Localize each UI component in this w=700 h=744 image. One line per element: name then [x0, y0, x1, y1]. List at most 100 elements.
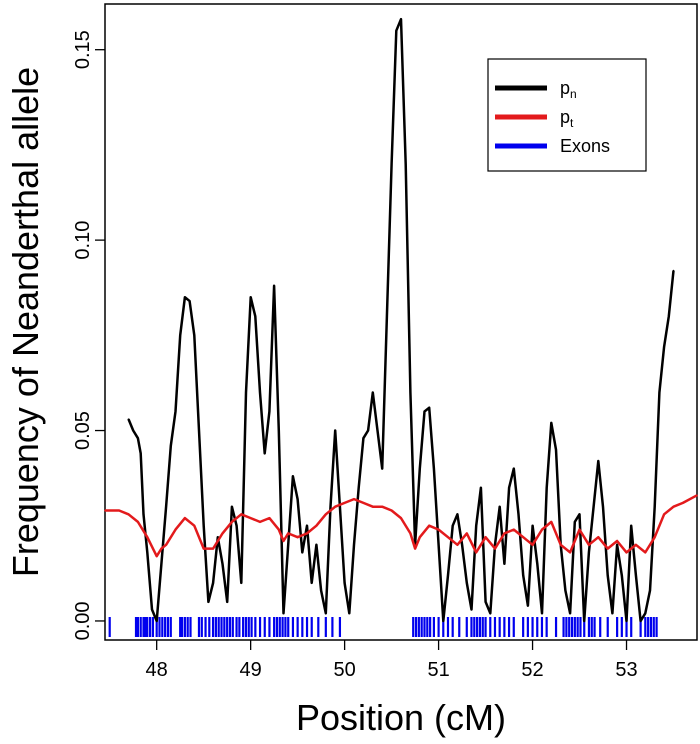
- y-tick-label: 0.15: [72, 30, 94, 69]
- data-point-pn: [357, 486, 360, 489]
- data-point-pn: [301, 551, 304, 554]
- data-point-pn: [564, 589, 567, 592]
- data-point-pt: [465, 532, 468, 535]
- data-point-pt: [259, 521, 261, 523]
- series-lines: [104, 17, 698, 623]
- data-point-pt: [428, 524, 430, 527]
- data-point-pt: [484, 536, 487, 538]
- data-point-pn: [381, 467, 384, 470]
- data-point-pn: [362, 437, 365, 439]
- data-point-pn: [569, 612, 571, 615]
- data-point-pn: [498, 505, 501, 508]
- data-point-pt: [559, 543, 562, 546]
- legend: pn pt Exons: [487, 58, 647, 172]
- data-point-pt: [400, 517, 402, 519]
- data-point-pn: [329, 505, 332, 508]
- data-point-pn: [240, 582, 243, 584]
- data-point-pn: [245, 391, 247, 394]
- data-point-pn: [207, 601, 210, 603]
- data-point-pt: [447, 536, 449, 538]
- data-point-pn: [583, 620, 586, 622]
- data-point-pt: [682, 502, 684, 504]
- data-point-pn: [409, 391, 412, 394]
- data-point-pt: [325, 513, 327, 516]
- data-point-pt: [268, 517, 271, 519]
- data-point-pn: [334, 429, 337, 432]
- data-point-pt: [644, 551, 647, 554]
- data-point-pn: [531, 524, 534, 527]
- data-point-pn: [461, 543, 463, 546]
- data-point-pn: [390, 163, 393, 165]
- data-point-pt: [475, 551, 477, 554]
- plot-frame: [104, 3, 698, 641]
- data-point-pn: [292, 475, 294, 478]
- data-point-pn: [404, 163, 407, 165]
- data-point-pt: [343, 502, 346, 504]
- data-point-pt: [503, 532, 506, 535]
- data-point-pn: [649, 589, 651, 592]
- data-point-pn: [169, 444, 172, 447]
- data-point-pn: [320, 589, 322, 592]
- data-point-pn: [578, 513, 581, 516]
- data-point-pn: [174, 410, 177, 413]
- data-point-pn: [658, 391, 661, 394]
- data-point-pt: [127, 513, 130, 516]
- data-point-pn: [273, 285, 275, 287]
- data-point-pn: [668, 315, 670, 318]
- data-point-pn: [155, 620, 158, 622]
- data-point-pn: [212, 582, 214, 584]
- data-point-pn: [418, 467, 421, 470]
- data-point-pn: [653, 505, 656, 508]
- data-point-pn: [296, 498, 299, 500]
- x-axis: 48 49 50 51 52 53: [146, 640, 638, 681]
- data-point-pt: [390, 509, 393, 512]
- data-point-pn: [282, 612, 285, 615]
- data-point-pn: [235, 524, 238, 527]
- data-point-pn: [611, 612, 614, 615]
- series-line-pt: [105, 494, 698, 558]
- data-point-pn: [639, 620, 642, 622]
- data-point-pt: [494, 547, 496, 550]
- data-point-pn: [259, 391, 261, 394]
- data-point-pn: [621, 574, 623, 577]
- data-point-pt: [372, 505, 374, 508]
- data-point-pn: [139, 452, 142, 455]
- data-point-pn: [263, 452, 266, 455]
- data-point-pt: [165, 543, 167, 546]
- data-point-pn: [428, 406, 430, 409]
- data-point-pn: [287, 543, 290, 546]
- data-point-pn: [484, 601, 487, 603]
- data-point-pt: [296, 536, 299, 538]
- data-point-pn: [508, 486, 510, 489]
- y-axis: 0.00 0.05 0.10 0.15: [72, 30, 105, 640]
- data-point-pt: [696, 494, 698, 497]
- data-point-pt: [137, 521, 139, 523]
- data-point-pt: [282, 540, 285, 542]
- data-point-pt: [512, 528, 515, 531]
- data-point-pn: [494, 543, 496, 546]
- data-point-pn: [597, 460, 600, 462]
- data-point-pt: [663, 513, 665, 516]
- data-point-pn: [517, 513, 520, 516]
- data-point-pt: [160, 547, 163, 550]
- legend-label-exons: Exons: [560, 136, 610, 156]
- data-point-pt: [212, 547, 214, 550]
- data-point-pn: [602, 505, 604, 508]
- data-point-pn: [442, 620, 445, 622]
- data-point-pn: [480, 486, 482, 489]
- data-point-pt: [381, 505, 384, 508]
- data-point-pn: [184, 296, 186, 299]
- data-point-pn: [310, 582, 313, 584]
- data-point-pt: [550, 521, 553, 523]
- data-point-pt: [118, 509, 120, 512]
- data-point-pn: [588, 551, 590, 554]
- data-point-pn: [376, 429, 379, 432]
- data-point-pt: [184, 517, 186, 519]
- data-point-pn: [536, 563, 539, 565]
- y-tick-label: 0.00: [72, 601, 94, 640]
- data-point-pn: [456, 513, 459, 516]
- data-point-pt: [287, 532, 290, 535]
- data-point-pn: [592, 505, 595, 508]
- data-point-pt: [522, 536, 524, 538]
- data-point-pt: [597, 536, 600, 538]
